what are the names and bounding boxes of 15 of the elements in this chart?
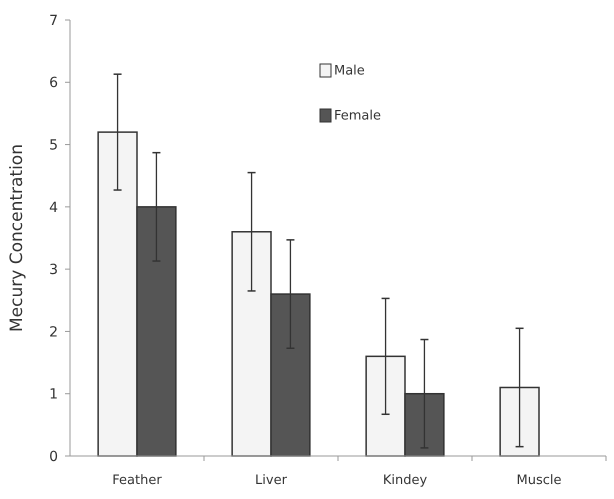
x-tick-label: Liver <box>255 473 288 488</box>
y-tick-label: 2 <box>49 324 58 340</box>
x-tick-label: Muscle <box>516 473 562 488</box>
legend-label: Female <box>334 108 382 124</box>
y-tick-label: 4 <box>49 200 58 216</box>
y-tick-label: 6 <box>49 75 58 92</box>
y-axis-title: Mecury Concentration <box>7 144 27 332</box>
x-tick-label: Kindey <box>382 473 428 488</box>
y-tick-label: 1 <box>49 386 58 403</box>
y-tick-label: 7 <box>49 12 58 29</box>
y-tick-label: 5 <box>49 137 58 154</box>
y-tick-label: 0 <box>49 448 58 465</box>
legend-label: Male <box>334 64 365 79</box>
y-tick-label: 3 <box>49 262 58 278</box>
x-tick-label: Feather <box>112 473 162 488</box>
